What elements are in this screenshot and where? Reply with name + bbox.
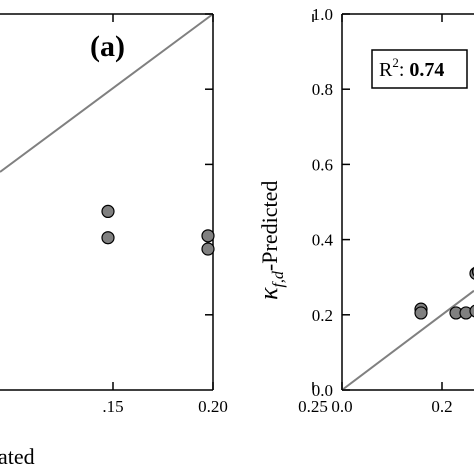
panel-a-data-point <box>201 242 215 256</box>
panel-a-data-point <box>101 231 115 245</box>
panel-a: (a) ated .15 0.20 0.25 <box>0 13 328 469</box>
panel-a-x-tick-label: .15 <box>102 397 123 416</box>
panel-b-y-tick-label: 1.0 <box>312 5 333 24</box>
panel-b-data-point <box>469 304 474 318</box>
panel-b-y-tick-label: 0.6 <box>312 155 333 174</box>
panel-a-data-point <box>101 204 115 218</box>
panel-b-y-axis-title: κf,d-Predicted <box>254 181 287 300</box>
r2-annotation-box: R2: 0.74 <box>371 49 468 89</box>
panel-b-y-tick-label: 0.2 <box>312 306 333 325</box>
r2-superscript: 2 <box>392 55 399 70</box>
svg-text:κf,d-Predicted: κf,d-Predicted <box>254 181 287 300</box>
r2-value: 0.74 <box>409 59 444 81</box>
r2-box-border <box>371 49 468 89</box>
panel-b-x-tick-label: 0.0 <box>331 397 352 416</box>
panel-a-label: (a) <box>90 30 125 63</box>
panel-b-y-tick-label: 0.4 <box>312 231 334 250</box>
panel-b-y-axis-title-kappa: κ <box>254 287 283 300</box>
r2-colon: : <box>399 59 410 81</box>
panel-a-data-point <box>201 229 215 243</box>
panel-b-y-axis-title-subscript: f,d <box>270 270 287 287</box>
panel-a-x-axis-title: ated <box>0 444 35 469</box>
panel-b: κf,d-Predicted R2: 0.74 0.0 0.2 0.4 0.6 0.8 1… <box>254 5 474 416</box>
panel-b-y-axis-title-rest: -Predicted <box>257 181 282 271</box>
svg-text:R2: 0.74: R2: 0.74 <box>379 55 444 81</box>
panel-a-identity-line <box>0 13 214 173</box>
panel-b-x-tick-label: 0.2 <box>431 397 452 416</box>
panel-b-identity-line <box>341 289 474 391</box>
panel-b-y-tick-label: 0.8 <box>312 80 333 99</box>
panel-b-y-tick-label: 0.0 <box>312 381 333 400</box>
r2-label: R <box>379 59 393 81</box>
panel-a-x-tick-label: 0.20 <box>198 397 228 416</box>
panel-b-data-point <box>414 306 428 320</box>
panel-a-x-tick-label: 0.25 <box>298 397 328 416</box>
